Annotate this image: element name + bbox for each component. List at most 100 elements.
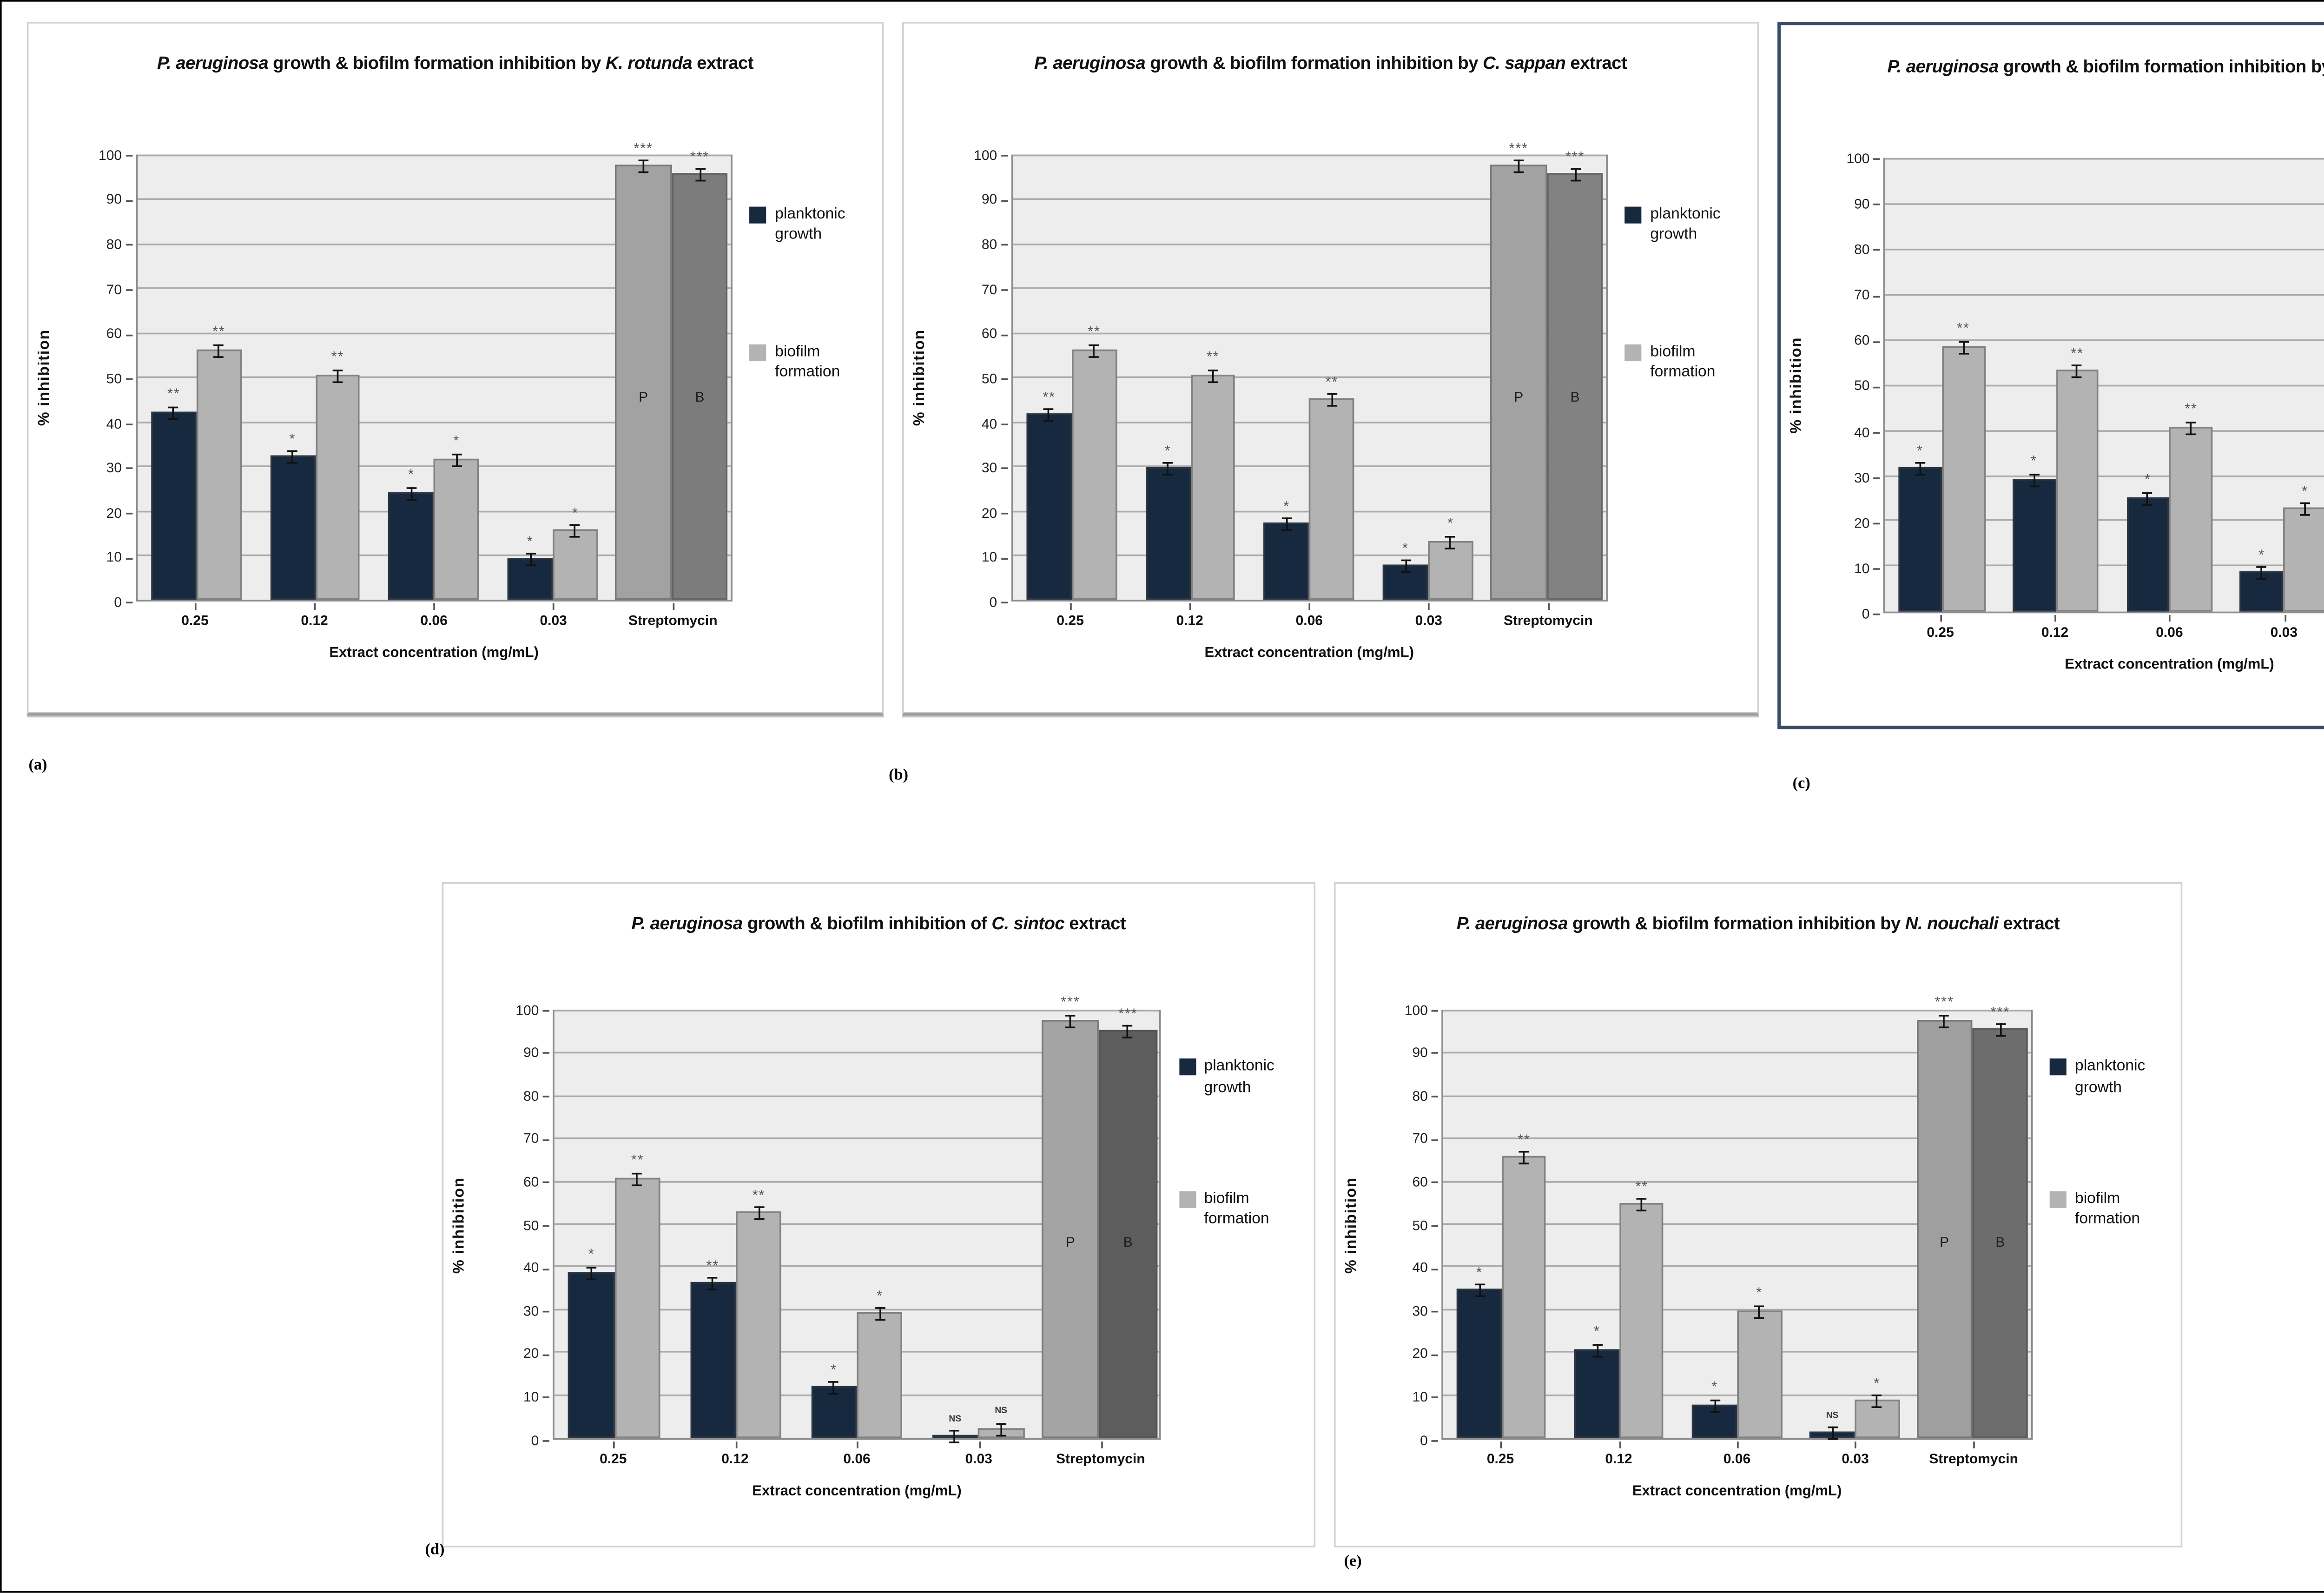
legend-swatch-planktonic [2049,1059,2067,1076]
title-part: extract [1064,913,1126,934]
bar-biofilm-0.06 [1309,393,1354,601]
significance-marker: * [1594,1322,1600,1340]
error-bar [2257,566,2267,580]
x-axis-label: Extract concentration (mg/mL) [1632,1481,1842,1499]
y-tick: 0 [1862,606,1880,621]
chart-title: P. aeruginosa growth & biofilm formation… [46,54,865,74]
legend-swatch-biofilm [749,344,767,361]
bar-planktonic-0.06 [2126,491,2170,612]
significance-marker: ** [706,1256,720,1273]
error-bar [1474,1283,1485,1297]
gridline [1885,520,2324,522]
y-tick: 40 [106,416,132,430]
error-bar [875,1307,885,1321]
y-tick: 10 [1412,1389,1438,1404]
y-tick: 100 [1405,1002,1438,1017]
y-tick: 60 [106,326,132,340]
x-tick: Streptomycin [628,604,718,629]
x-tick: 0.12 [1176,604,1203,629]
bar-biofilm-0.12 [2055,365,2099,612]
significance-marker: * [1402,539,1409,556]
panel-label-d: (d) [425,1542,445,1560]
legend: planktonic growth biofilm formation [1179,884,1309,1546]
gridline [137,198,731,201]
legend: planktonic growth biofilm formation [1625,24,1753,713]
error-bar [1122,1025,1133,1039]
x-tick: Streptomycin [1056,1441,1145,1467]
panel-label-c: (c) [1792,776,1810,793]
bar-planktonic-Streptomycin [1042,1014,1099,1438]
bar-planktonic-0.03 [1383,560,1428,601]
significance-marker: * [527,532,534,549]
y-tick: 0 [1420,1432,1438,1447]
bar-biofilm-Streptomycin [1972,1023,2028,1438]
error-bar [1513,160,1524,173]
bar-planktonic-0.25 [568,1266,615,1438]
error-bar [1637,1198,1647,1212]
error-bar [1208,369,1218,383]
x-tick: 0.25 [1486,1441,1514,1467]
significance-marker: * [1164,441,1171,458]
legend-label-biofilm: biofilm formation [2075,1190,2140,1227]
bar-planktonic-0.06 [1264,517,1309,601]
error-bar [332,369,343,383]
significance-marker: * [2145,470,2151,488]
strep-bar-letter-P: P [1940,1233,1949,1250]
y-tick: 40 [1854,424,1880,438]
significance-marker: ** [1635,1177,1648,1194]
y-axis-ticks: 0 10 20 30 40 50 60 70 80 90 100 [1336,1002,1441,1447]
error-bar [525,553,535,567]
significance-marker: ** [1518,1130,1531,1147]
title-part: P. aeruginosa [631,913,743,934]
significance-marker: ** [1088,323,1101,340]
y-axis-ticks: 0 10 20 30 40 50 60 70 80 90 100 [904,147,1011,609]
legend-label-planktonic: planktonic growth [2075,1058,2146,1095]
y-tick: 100 [515,1002,549,1017]
legend-label-biofilm: biofilm formation [1204,1190,1269,1227]
significance-marker: *** [1061,993,1080,1011]
error-bar [694,169,705,183]
gridline [1885,565,2324,567]
y-tick: 20 [106,505,132,520]
x-tick: 0.25 [1056,604,1084,629]
chart-panel-b: P. aeruginosa growth & biofilm formation… [902,21,1759,716]
x-tick: 0.06 [1295,604,1323,629]
bar-biofilm-0.06 [1737,1305,1782,1438]
significance-marker: *** [1509,139,1528,156]
y-tick: 40 [982,416,1007,430]
gridline [1443,1308,2031,1310]
bar-planktonic-0.12 [1145,462,1191,601]
gridline [1443,1009,2031,1011]
y-tick: 20 [982,505,1007,520]
error-bar [214,344,224,358]
significance-marker: *** [690,148,710,165]
strep-bar-letter-B: B [1123,1233,1133,1250]
x-tick: 0.03 [1415,604,1442,629]
gridline [1885,475,2324,476]
x-tick: 0.06 [1723,1441,1751,1467]
legend-item-planktonic: planktonic growth [749,203,878,243]
x-tick: 0.12 [301,604,328,629]
y-tick: 20 [1854,515,1880,529]
gridline [554,1180,1160,1182]
error-bar [451,453,462,467]
significance-marker: * [408,465,415,483]
bar-biofilm-0.12 [1619,1198,1664,1438]
gridline [1443,1223,2031,1225]
legend-label-biofilm: biofilm formation [1650,342,1716,379]
x-tick: 0.03 [965,1441,992,1467]
title-part: growth & biofilm formation inhibition by [1567,913,1905,934]
y-tick: 10 [982,550,1007,564]
significance-marker: * [877,1286,883,1303]
bar-planktonic-Streptomycin [1916,1014,1973,1438]
legend-item-biofilm: biofilm formation [1179,1188,1309,1229]
y-tick: 70 [1412,1131,1438,1145]
bar-planktonic-0.03 [508,553,553,601]
error-bar [829,1381,839,1395]
significance-marker: *** [1565,148,1585,165]
y-tick: 50 [1412,1217,1438,1232]
error-bar [753,1207,764,1221]
